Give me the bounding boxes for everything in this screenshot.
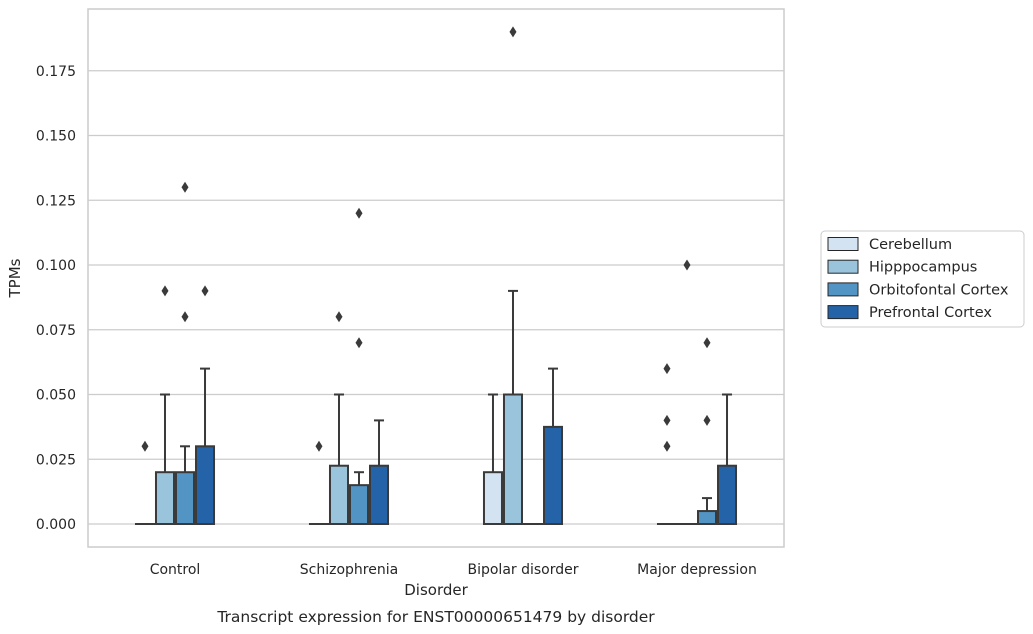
outlier-point [141, 440, 149, 452]
y-tick-label: 0.000 [36, 517, 76, 533]
legend-frame [820, 230, 1025, 328]
legend-label: Orbitofontal Cortex [869, 282, 1009, 298]
y-tick-label: 0.075 [36, 323, 76, 339]
plot-frame [87, 8, 785, 548]
legend-swatch [827, 282, 859, 297]
box [482, 471, 503, 526]
y-tick-label: 0.125 [36, 193, 76, 209]
box [543, 425, 564, 525]
x-tick-label: Control [150, 562, 201, 578]
box [154, 471, 176, 526]
outlier-point [703, 414, 711, 426]
outlier-point [663, 363, 671, 375]
outlier-point [355, 207, 363, 219]
legend-swatch [827, 305, 859, 320]
outlier-point [683, 259, 691, 271]
outlier-point [181, 311, 189, 323]
legend-label: Prefrontal Cortex [869, 305, 992, 321]
x-tick-label: Bipolar disorder [467, 562, 578, 578]
outlier-point [181, 181, 189, 193]
box [349, 484, 370, 525]
legend-label: Hipppocampus [869, 260, 977, 276]
y-axis-ticks: 0.000 0.025 0.050 0.075 0.100 0.125 0.150 0.175 [36, 64, 76, 533]
legend-label: Cerebellum [869, 237, 952, 253]
y-tick-label: 0.150 [36, 129, 76, 145]
outlier-point [509, 26, 517, 38]
outlier-point [335, 311, 343, 323]
outlier-point [663, 440, 671, 452]
x-axis-label: Disorder [404, 581, 468, 599]
outlier-point [315, 440, 323, 452]
box [195, 445, 216, 525]
box [717, 464, 738, 526]
y-tick-label: 0.100 [36, 258, 76, 274]
outlier-point [703, 337, 711, 349]
outlier-point [663, 414, 671, 426]
x-axis-ticks: Control Schizophrenia Bipolar disorder Majo… [150, 562, 757, 578]
y-tick-label: 0.025 [36, 452, 76, 468]
x-tick-label: Schizophrenia [300, 562, 398, 578]
box [502, 393, 523, 525]
box [369, 464, 390, 526]
outlier-point [355, 337, 363, 349]
outlier-point [161, 285, 169, 297]
outlier-point [201, 285, 209, 297]
y-axis-label: TPMs [6, 258, 24, 298]
chart-caption: Transcript expression for ENST0000065147… [216, 608, 655, 626]
box [697, 510, 718, 525]
box-series [134, 26, 738, 526]
box [175, 471, 196, 526]
legend: Cerebellum Hipppocampus Orbitofontal Corte… [820, 230, 1025, 328]
x-tick-label: Major depression [637, 562, 757, 578]
legend-swatch [827, 259, 859, 274]
legend-swatch [827, 237, 859, 251]
y-tick-label: 0.050 [36, 388, 76, 404]
box [328, 464, 349, 526]
y-tick-label: 0.175 [36, 64, 76, 80]
